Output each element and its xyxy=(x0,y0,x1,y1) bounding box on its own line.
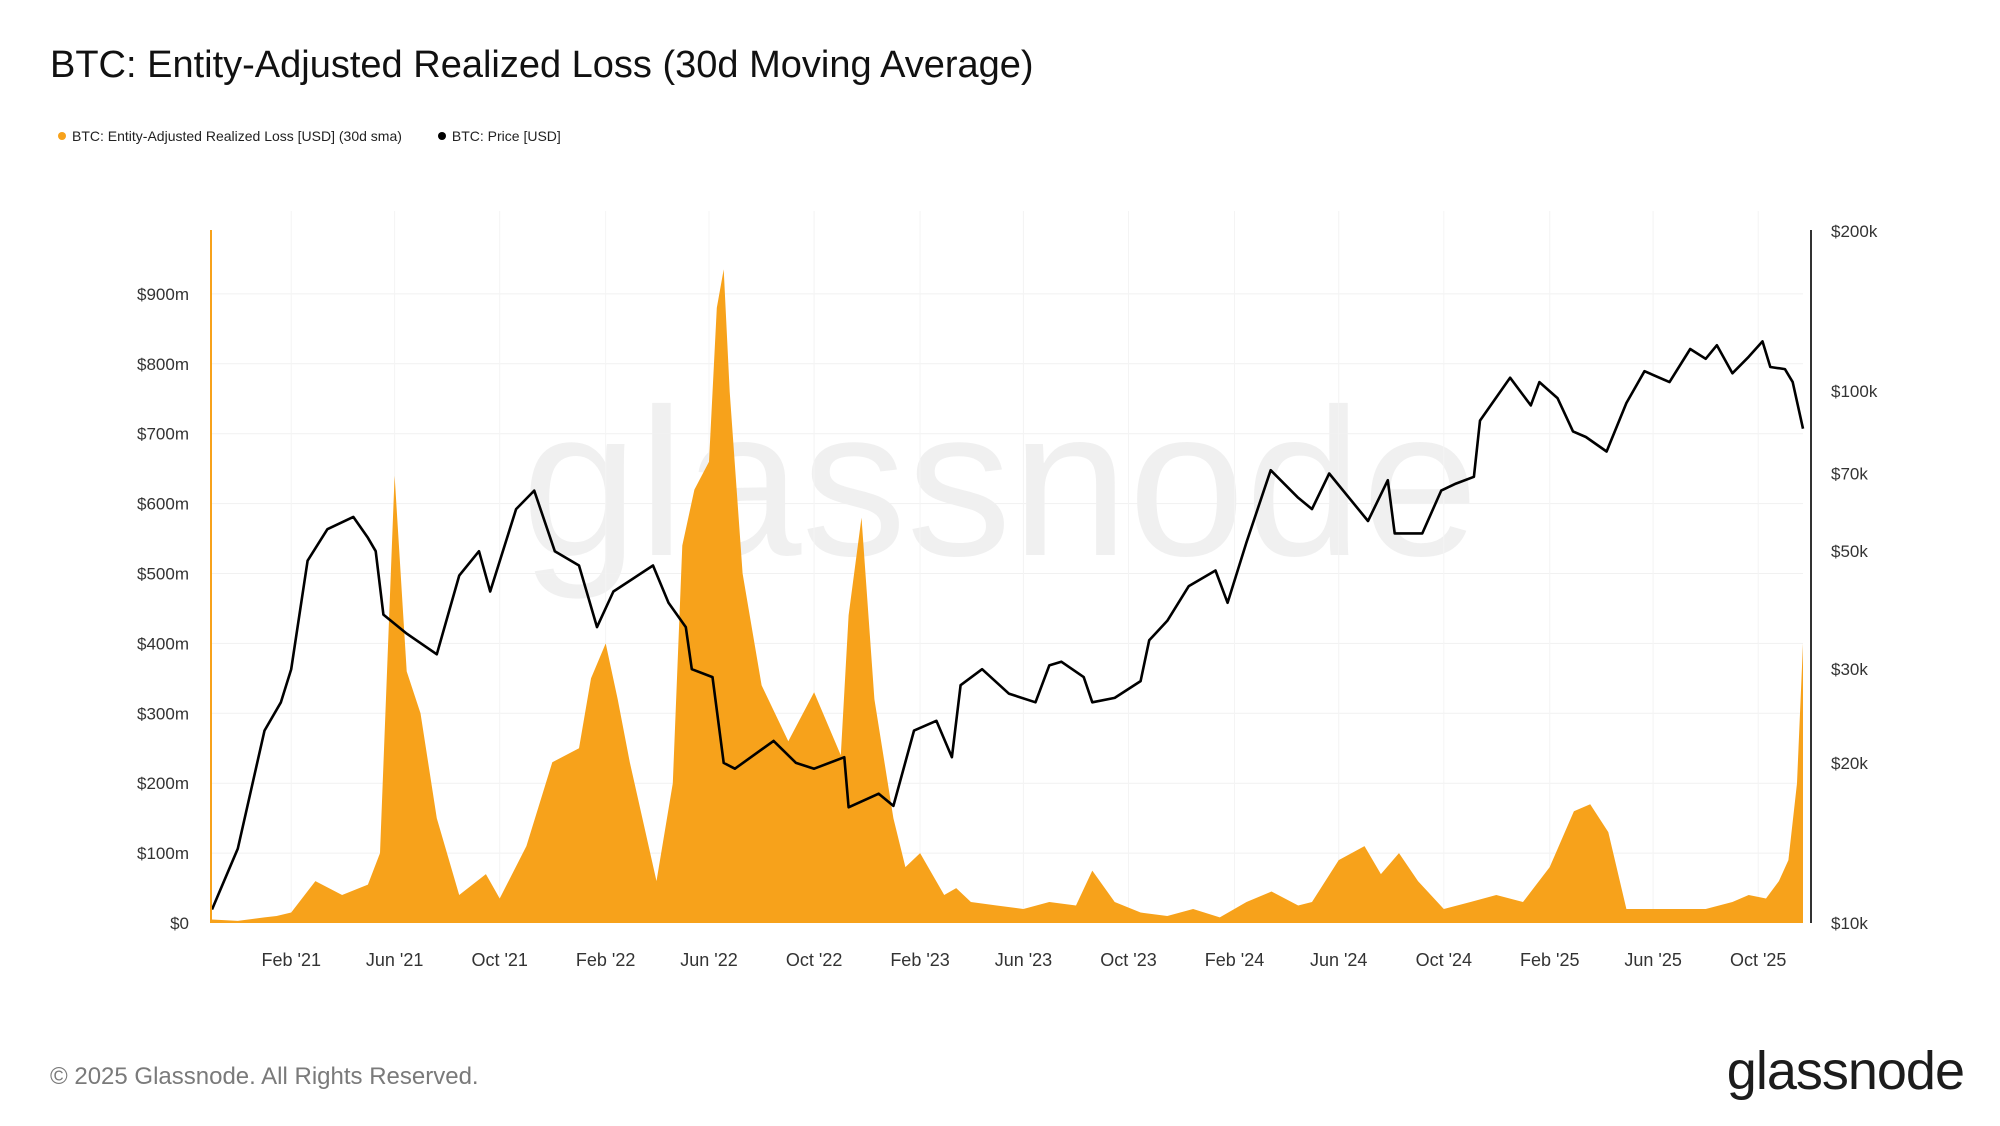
watermark: glassnode xyxy=(521,365,1478,600)
y-left-tick-label: $400m xyxy=(137,634,189,653)
x-tick-label: Jun '23 xyxy=(995,950,1052,970)
legend-swatch-price xyxy=(437,132,446,140)
x-tick-label: Oct '25 xyxy=(1730,950,1786,970)
x-tick-label: Feb '25 xyxy=(1520,950,1579,970)
legend-item-realized-loss[interactable]: BTC: Entity-Adjusted Realized Loss [USD]… xyxy=(58,128,402,144)
axes xyxy=(210,230,1812,923)
x-tick-label: Feb '22 xyxy=(576,950,635,970)
x-tick-label: Oct '23 xyxy=(1100,950,1156,970)
y-left-tick-label: $100m xyxy=(137,844,189,863)
y-left-tick-label: $600m xyxy=(137,495,189,514)
legend-label-realized-loss: BTC: Entity-Adjusted Realized Loss [USD]… xyxy=(72,128,402,144)
y-right-tick-label: $100k xyxy=(1831,382,1878,401)
price-line-layer xyxy=(210,340,1805,911)
x-tick-label: Feb '21 xyxy=(262,950,321,970)
tick-labels: $0 $100m $200m $300m $400m $500m $600m $700m $80… xyxy=(137,222,1878,970)
y-left-tick-label: $800m xyxy=(137,355,189,374)
y-left-tick-label: $0 xyxy=(170,914,189,933)
y-right-tick-label: $10k xyxy=(1831,914,1868,933)
legend-item-price[interactable]: BTC: Price [USD] xyxy=(437,128,561,144)
y-right-tick-label: $70k xyxy=(1831,465,1868,484)
x-tick-label: Oct '22 xyxy=(786,950,842,970)
y-right-tick-label: $20k xyxy=(1831,754,1868,773)
realized-loss-area xyxy=(212,269,1803,923)
y-right-tick-label: $200k xyxy=(1831,222,1878,241)
y-right-tick-label: $30k xyxy=(1831,660,1868,679)
y-left-tick-label: $900m xyxy=(137,285,189,304)
x-tick-label: Jun '22 xyxy=(680,950,737,970)
legend-swatch-realized-loss xyxy=(58,132,66,140)
glassnode-logo[interactable]: glassnode xyxy=(1726,1041,1965,1101)
price-line xyxy=(210,340,1805,911)
x-tick-label: Oct '21 xyxy=(471,950,527,970)
x-tick-label: Feb '24 xyxy=(1205,950,1264,970)
y-right-tick-label: $50k xyxy=(1831,542,1868,561)
x-tick-label: Oct '24 xyxy=(1416,950,1472,970)
chart-legend: BTC: Entity-Adjusted Realized Loss [USD]… xyxy=(58,128,561,144)
x-tick-label: Jun '25 xyxy=(1624,950,1681,970)
copyright-footer: © 2025 Glassnode. All Rights Reserved. xyxy=(50,1063,479,1090)
realized-loss-area-layer xyxy=(212,269,1803,923)
chart-title: BTC: Entity-Adjusted Realized Loss (30d … xyxy=(50,44,1034,86)
x-tick-label: Feb '23 xyxy=(890,950,949,970)
x-tick-label: Jun '21 xyxy=(366,950,423,970)
y-left-tick-label: $200m xyxy=(137,774,189,793)
y-left-tick-label: $700m xyxy=(137,425,189,444)
x-tick-label: Jun '24 xyxy=(1310,950,1367,970)
y-left-tick-label: $300m xyxy=(137,704,189,723)
legend-label-price: BTC: Price [USD] xyxy=(451,128,561,144)
y-left-tick-label: $500m xyxy=(137,565,189,584)
